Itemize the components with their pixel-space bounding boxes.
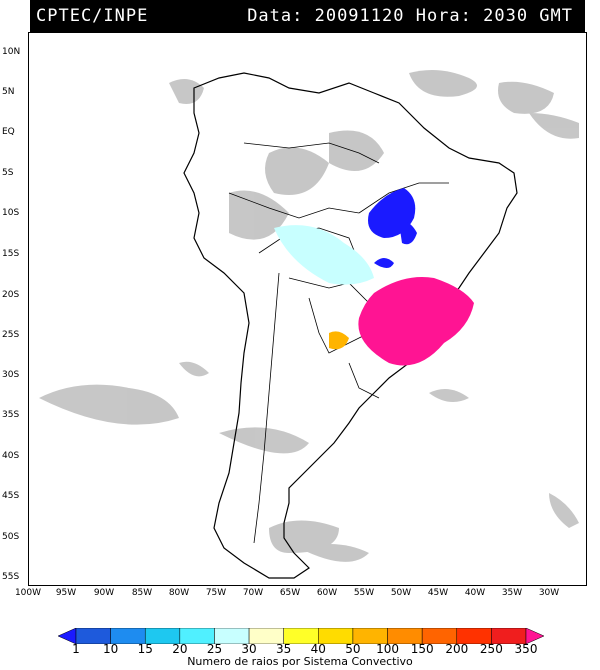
lon-label-50w: 50W xyxy=(390,588,412,598)
colorbar-label: 350 xyxy=(514,642,538,656)
colorbar-label: 10 xyxy=(102,642,119,656)
lat-label-55s: 55S xyxy=(2,572,20,582)
map-canvas xyxy=(39,69,579,579)
lon-label-35w: 35W xyxy=(501,588,523,598)
source-label: CPTEC/INPE xyxy=(36,6,149,26)
colorbar-label: 20 xyxy=(172,642,188,656)
lat-label-35s: 35S xyxy=(2,410,20,420)
lat-label-5s: 5S xyxy=(2,168,14,178)
colorbar-label: 1 xyxy=(72,642,80,656)
lat-label-eq: EQ xyxy=(2,127,15,137)
lon-label-85w: 85W xyxy=(131,588,153,598)
lon-label-75w: 75W xyxy=(205,588,227,598)
date-time-label: Data: 20091120 Hora: 2030 GMT xyxy=(247,6,573,26)
colorbar-segment-14 xyxy=(525,628,544,644)
lightning-clusters xyxy=(274,188,474,366)
lat-label-5n: 5N xyxy=(2,87,15,97)
colorbar-label: 35 xyxy=(276,642,292,656)
lon-label-65w: 65W xyxy=(279,588,301,598)
lon-label-100w: 100W xyxy=(14,588,42,598)
lon-label-55w: 55W xyxy=(353,588,375,598)
colorbar-label: 150 xyxy=(410,642,434,656)
colorbar-label: 100 xyxy=(376,642,399,656)
lat-label-10s: 10S xyxy=(2,208,20,218)
colorbar-title: Numero de raios por Sistema Convectivo xyxy=(187,655,413,668)
coastline xyxy=(183,72,518,579)
colorbar-label: 30 xyxy=(241,642,257,656)
colorbar-label: 50 xyxy=(345,642,361,656)
lon-label-30w: 30W xyxy=(538,588,560,598)
lon-label-40w: 40W xyxy=(464,588,486,598)
lightning-colorbar xyxy=(58,628,544,644)
colorbar-label: 250 xyxy=(479,642,503,656)
lon-label-80w: 80W xyxy=(168,588,190,598)
lon-label-70w: 70W xyxy=(242,588,264,598)
lon-label-95w: 95W xyxy=(55,588,77,598)
lat-label-20s: 20S xyxy=(2,290,20,300)
map-panel xyxy=(28,32,587,586)
lat-label-15s: 15S xyxy=(2,249,20,259)
lat-label-25s: 25S xyxy=(2,330,20,340)
lat-label-40s: 40S xyxy=(2,451,20,461)
colorbar-label: 40 xyxy=(310,642,326,656)
lat-label-30s: 30S xyxy=(2,370,20,380)
lon-label-90w: 90W xyxy=(93,588,115,598)
lat-label-50s: 50S xyxy=(2,532,20,542)
lon-label-60w: 60W xyxy=(316,588,338,598)
lat-label-10n: 10N xyxy=(2,47,21,57)
lat-label-45s: 45S xyxy=(2,491,20,501)
cloud-cover-layer xyxy=(39,69,579,562)
map-header: CPTEC/INPE Data: 20091120 Hora: 2030 GMT xyxy=(30,0,585,32)
colorbar-label: 15 xyxy=(137,642,153,656)
colorbar-label: 25 xyxy=(206,642,223,656)
colorbar-label: 200 xyxy=(445,642,469,656)
lon-label-45w: 45W xyxy=(427,588,449,598)
